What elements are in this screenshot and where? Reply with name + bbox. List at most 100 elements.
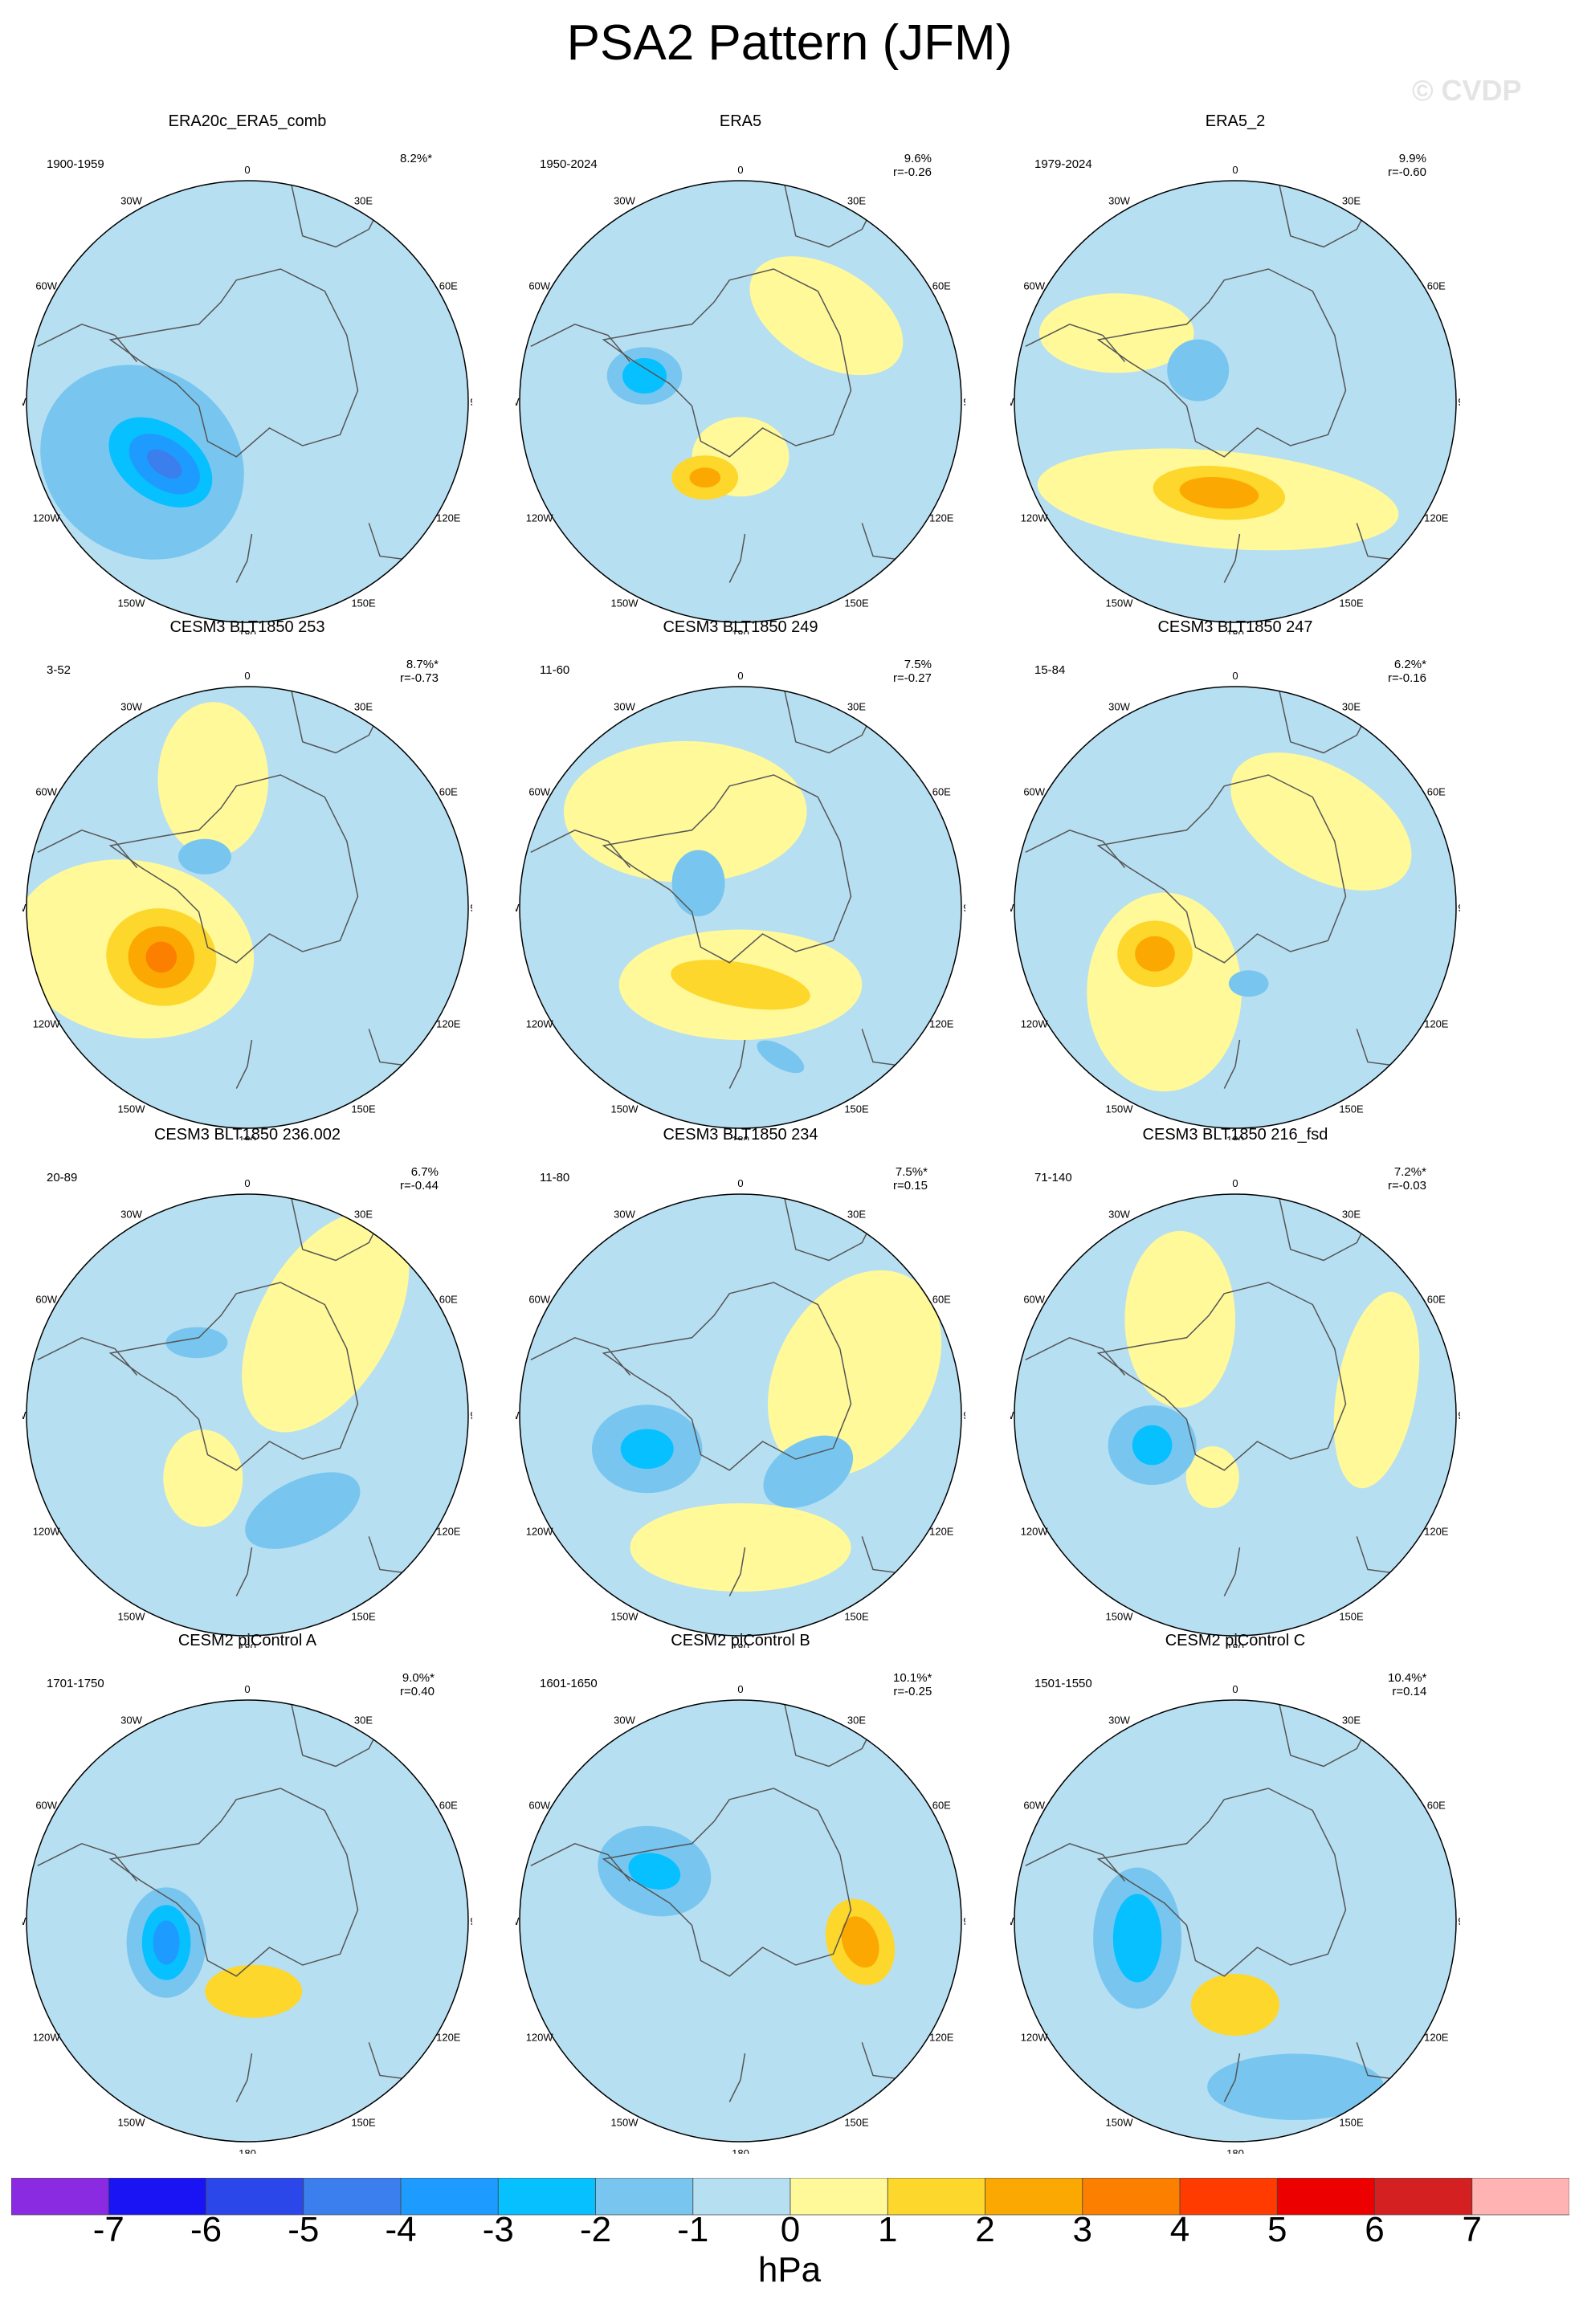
panel-years: 1601-1650 bbox=[540, 1677, 598, 1690]
longitude-label: 120W bbox=[526, 1526, 554, 1538]
anomaly-contour bbox=[1228, 970, 1269, 997]
panel-stats: 9.0%* r=0.40 bbox=[400, 1671, 435, 1698]
longitude-label: 90W bbox=[516, 1409, 520, 1421]
panel-title: CESM3 BLT1850 234 bbox=[663, 1126, 818, 1144]
panel-title: CESM3 BLT1850 253 bbox=[169, 618, 325, 636]
longitude-label: 180 bbox=[239, 1641, 256, 1648]
longitude-label: 30W bbox=[614, 195, 635, 207]
colorbar-swatch bbox=[985, 2178, 1083, 2216]
longitude-label: 90E bbox=[963, 902, 965, 914]
longitude-label: 150W bbox=[118, 597, 146, 609]
longitude-label: 180 bbox=[732, 1641, 749, 1648]
longitude-label: 90W bbox=[1010, 1409, 1014, 1421]
longitude-label: 60W bbox=[1023, 280, 1045, 292]
anomaly-contour bbox=[145, 941, 177, 973]
anomaly-contour bbox=[157, 702, 269, 857]
anomaly-contour bbox=[1039, 293, 1194, 373]
map-panel: ERA5 1950-2024 9.6%r=-0.26 0 30E 60E 90E 120E 15… bbox=[516, 112, 965, 634]
longitude-label: 60W bbox=[35, 786, 57, 798]
coastline bbox=[1096, 268, 1347, 458]
polar-map: 0 30E 60E 90E 120E 150E 180 150W 120W 90W 60W 30W bbox=[22, 670, 472, 1140]
coastline bbox=[1096, 1282, 1347, 1471]
colorbar-swatch bbox=[595, 2178, 694, 2216]
colorbar-tick-label: 5 bbox=[1267, 2210, 1287, 2249]
longitude-label: 90W bbox=[516, 396, 520, 408]
longitude-label: 60W bbox=[528, 280, 550, 292]
longitude-label: 30E bbox=[354, 195, 373, 207]
coastline bbox=[235, 1547, 253, 1596]
colorbar-tick-label: -1 bbox=[677, 2210, 709, 2249]
longitude-label: 120W bbox=[526, 2032, 554, 2044]
panel-stats: 7.5% r=-0.27 bbox=[893, 658, 932, 685]
longitude-label: 120E bbox=[436, 512, 461, 524]
longitude-label: 0 bbox=[244, 1683, 250, 1695]
longitude-label: 30W bbox=[1108, 701, 1130, 713]
polar-map: 0 30E 60E 90E 120E 150E 180 150W 120W 90W 60W 30W bbox=[516, 1177, 965, 1648]
variance-percent: 7.5% bbox=[904, 658, 932, 671]
longitude-label: 150E bbox=[351, 1610, 376, 1622]
longitude-label: 30W bbox=[1108, 1209, 1130, 1221]
longitude-label: 150E bbox=[351, 597, 376, 609]
panel-title: CESM2 piControl C bbox=[1165, 1632, 1306, 1649]
polar-map: 0 30E 60E 90E 120E 150E 180 150W 120W 90W 60W 30W bbox=[1010, 1177, 1460, 1648]
polar-map: 0 30E 60E 90E 120E 150E 180 150W 120W 90W 60W 30W bbox=[1010, 164, 1460, 634]
colorbar-swatch bbox=[400, 2178, 499, 2216]
anomaly-contour bbox=[689, 467, 721, 488]
coastline bbox=[108, 1788, 359, 1977]
panel-years: 11-80 bbox=[540, 1171, 570, 1184]
longitude-label: 30W bbox=[614, 1714, 635, 1727]
longitude-label: 60W bbox=[528, 786, 550, 798]
coastline bbox=[728, 1547, 746, 1596]
correlation-value: r=0.40 bbox=[400, 1685, 435, 1698]
colorbar-tick-label: 7 bbox=[1462, 2210, 1483, 2249]
panel-stats: 7.2%* r=-0.03 bbox=[1388, 1165, 1426, 1193]
correlation-value: r=0.15 bbox=[893, 1179, 928, 1193]
panel-years: 71-140 bbox=[1034, 1171, 1072, 1184]
longitude-label: 90E bbox=[1458, 1915, 1460, 1927]
longitude-label: 30E bbox=[1342, 195, 1361, 207]
coastline bbox=[728, 533, 746, 583]
colorbar-tick-label: -6 bbox=[190, 2210, 222, 2249]
coastline bbox=[530, 323, 631, 362]
longitude-label: 0 bbox=[737, 1683, 743, 1695]
longitude-label: 150W bbox=[1106, 2116, 1134, 2128]
correlation-value: r=-0.73 bbox=[400, 671, 439, 685]
variance-percent: 8.2%* bbox=[400, 152, 433, 165]
anomaly-contour bbox=[1135, 936, 1175, 972]
map-panel: CESM3 BLT1850 216_fsd 71-140 7.2%* r=-0.03 0… bbox=[1010, 1126, 1460, 1648]
longitude-label: 60W bbox=[528, 1294, 550, 1306]
longitude-label: 150E bbox=[844, 2116, 869, 2128]
panel-title: ERA5_2 bbox=[1205, 112, 1266, 130]
longitude-label: 60E bbox=[1427, 786, 1446, 798]
longitude-label: 150W bbox=[611, 597, 639, 609]
longitude-label: 0 bbox=[737, 1177, 743, 1189]
longitude-label: 60W bbox=[35, 1294, 57, 1306]
longitude-label: 90E bbox=[470, 396, 472, 408]
longitude-label: 60E bbox=[932, 1294, 951, 1306]
colorbar-tick-label: -3 bbox=[482, 2210, 514, 2249]
anomaly-contour bbox=[165, 1327, 228, 1359]
coastline bbox=[530, 1842, 631, 1882]
panel-title: ERA20c_ERA5_comb bbox=[168, 112, 327, 130]
longitude-label: 0 bbox=[244, 164, 250, 176]
longitude-label: 150E bbox=[1339, 1103, 1364, 1115]
anomaly-contour bbox=[1333, 1291, 1420, 1489]
longitude-label: 150E bbox=[1339, 1610, 1364, 1622]
longitude-label: 120W bbox=[1021, 1526, 1049, 1538]
anomaly-contour bbox=[1191, 1974, 1279, 2036]
longitude-label: 30W bbox=[1108, 1714, 1130, 1727]
panel-stats: 9.9% r=-0.60 bbox=[1388, 152, 1426, 179]
longitude-label: 0 bbox=[1232, 670, 1238, 682]
coastline bbox=[235, 1039, 253, 1089]
longitude-label: 180 bbox=[1226, 2147, 1244, 2154]
longitude-label: 60E bbox=[932, 786, 951, 798]
longitude-label: 120E bbox=[1424, 512, 1449, 524]
longitude-label: 120E bbox=[1424, 1526, 1449, 1538]
longitude-label: 60E bbox=[932, 1800, 951, 1812]
panel-years: 11-60 bbox=[540, 663, 570, 677]
longitude-label: 120E bbox=[929, 512, 954, 524]
longitude-label: 30E bbox=[1342, 1714, 1361, 1727]
variance-percent: 7.2%* bbox=[1393, 1165, 1426, 1179]
polar-map: 0 30E 60E 90E 120E 150E 180 150W 120W 90W 60W 30W bbox=[516, 164, 965, 634]
polar-map: 0 30E 60E 90E 120E 150E 180 150W 120W 90W 60W 30W bbox=[1010, 1683, 1460, 2154]
